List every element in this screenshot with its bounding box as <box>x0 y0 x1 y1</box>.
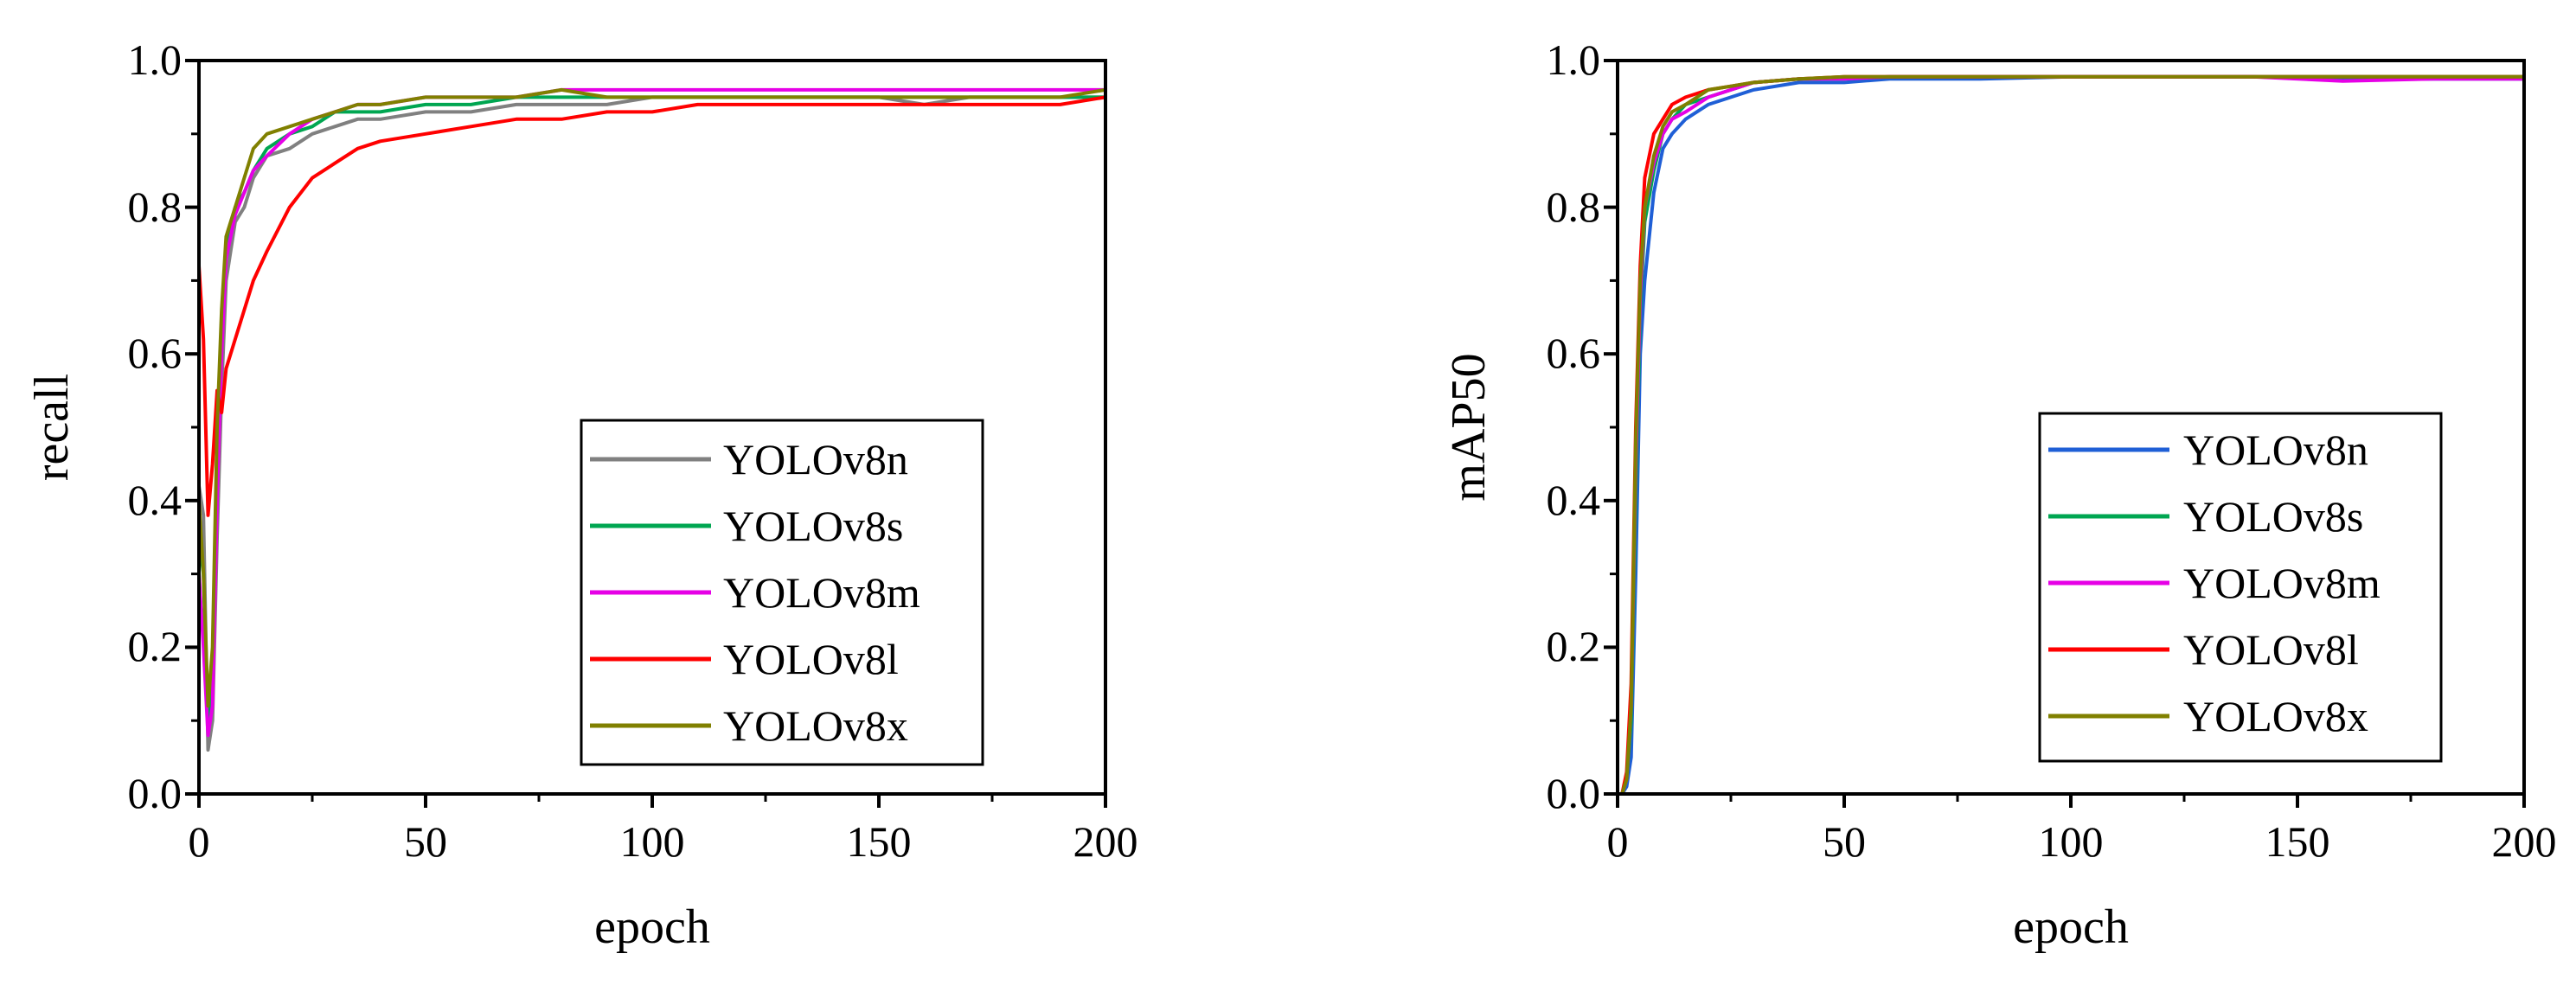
recall-y-tick-5: 1.0 <box>128 35 183 84</box>
map50-ticks <box>1604 59 2526 808</box>
map50-x-tick-4: 200 <box>2492 817 2557 866</box>
map50-y-tick-2: 0.4 <box>1547 476 1601 524</box>
map50-series-line-yolov8x <box>1616 74 2526 796</box>
map50-x-tick-0: 0 <box>1607 817 1629 866</box>
map50-legend-label-yolov8s: YOLOv8s <box>2183 492 2363 541</box>
map50-legend: YOLOv8n YOLOv8s YOLOv8m YOLOv8l YOLOv8x <box>2038 412 2443 763</box>
recall-legend-label-yolov8m: YOLOv8m <box>723 568 920 617</box>
map50-y-tick-1: 0.2 <box>1547 622 1601 670</box>
recall-x-tick-4: 200 <box>1073 817 1138 866</box>
map50-x-tick-1: 50 <box>1823 817 1866 866</box>
map50-x-tick-3: 150 <box>2265 817 2330 866</box>
map50-y-tick-4: 0.8 <box>1547 182 1601 231</box>
recall-x-tick-0: 0 <box>189 817 210 866</box>
recall-y-tick-4: 0.8 <box>128 182 183 231</box>
recall-y-axis-label: recall <box>25 374 79 481</box>
recall-legend-label-yolov8l: YOLOv8l <box>723 635 899 683</box>
map50-y-axis-label: mAP50 <box>1442 353 1496 501</box>
recall-x-tick-3: 150 <box>847 817 912 866</box>
map50-legend-label-yolov8x: YOLOv8x <box>2183 692 2368 740</box>
recall-series-lines <box>197 87 1107 752</box>
map50-y-tick-3: 0.6 <box>1547 329 1601 377</box>
map50-legend-label-yolov8m: YOLOv8m <box>2183 559 2381 607</box>
recall-series-line-yolov8x <box>197 87 1107 708</box>
recall-x-axis-label: epoch <box>594 900 710 954</box>
map50-legend-box <box>2038 412 2443 763</box>
map50-x-axis-label: epoch <box>2013 900 2129 954</box>
map50-legend-label-yolov8n: YOLOv8n <box>2183 426 2368 474</box>
recall-y-tick-2: 0.4 <box>128 476 183 524</box>
recall-chart: 0.0 0.2 0.4 0.6 0.8 1.0 0 50 100 150 200… <box>25 35 1138 954</box>
recall-y-tick-0: 0.0 <box>128 769 183 817</box>
recall-legend-label-yolov8n: YOLOv8n <box>723 435 908 483</box>
recall-ticks <box>185 59 1107 808</box>
map50-series-lines <box>1616 74 2526 796</box>
recall-legend-label-yolov8x: YOLOv8x <box>723 701 908 750</box>
map50-x-tick-2: 100 <box>2039 817 2104 866</box>
recall-legend-label-yolov8s: YOLOv8s <box>723 502 903 550</box>
recall-series-line-yolov8l <box>197 95 1107 517</box>
recall-x-tick-2: 100 <box>620 817 685 866</box>
recall-x-tick-1: 50 <box>404 817 447 866</box>
map50-chart: 0.0 0.2 0.4 0.6 0.8 1.0 0 50 100 150 200… <box>1442 35 2557 954</box>
map50-y-tick-0: 0.0 <box>1547 769 1601 817</box>
recall-y-tick-3: 0.6 <box>128 329 183 377</box>
map50-legend-label-yolov8l: YOLOv8l <box>2183 625 2359 674</box>
recall-legend: YOLOv8n YOLOv8s YOLOv8m YOLOv8l YOLOv8x <box>580 419 984 766</box>
recall-y-tick-1: 0.2 <box>128 622 183 670</box>
map50-y-tick-5: 1.0 <box>1547 35 1601 84</box>
